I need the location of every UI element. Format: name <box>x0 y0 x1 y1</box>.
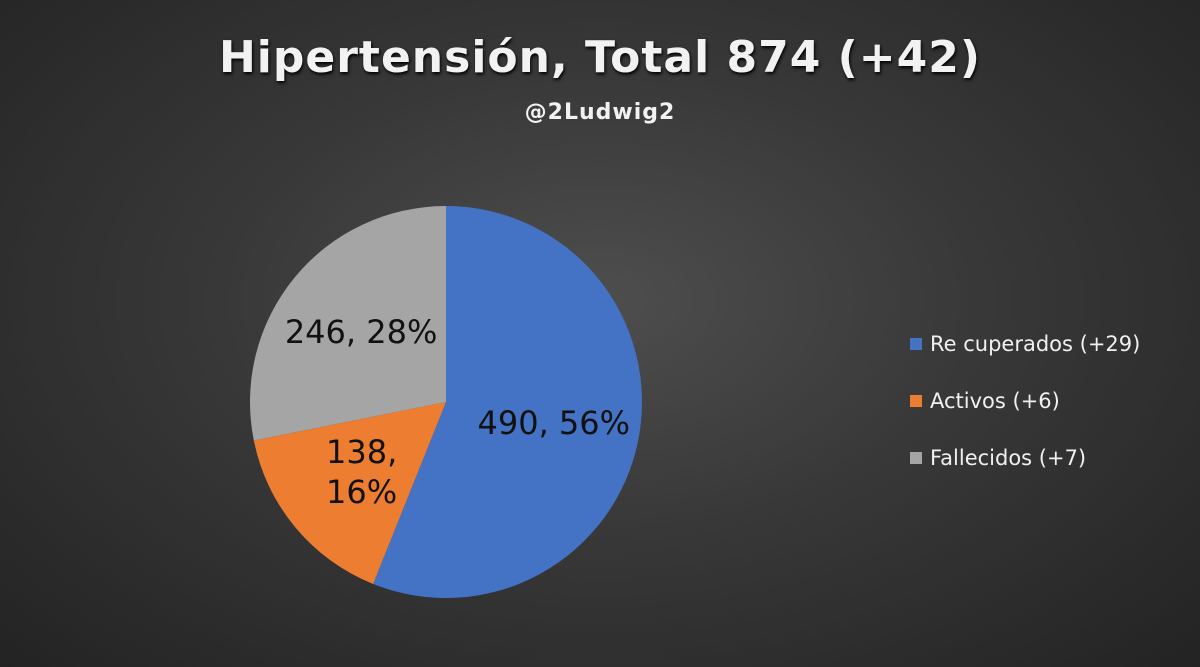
legend-item: Fallecidos (+7) <box>910 446 1086 470</box>
legend-swatch <box>910 338 922 350</box>
data-label: 246, 28% <box>284 313 438 352</box>
legend-label: Fallecidos (+7) <box>930 446 1087 470</box>
pie-slice <box>253 402 446 584</box>
legend-swatch <box>910 452 922 464</box>
data-label: 490, 56% <box>477 403 631 442</box>
legend-swatch <box>910 395 922 407</box>
legend-item: Re cuperados (+29) <box>910 332 1140 356</box>
pie-slice <box>373 206 642 598</box>
legend-item: Activos (+6) <box>910 389 1060 413</box>
pie-slice <box>250 206 446 441</box>
chart-title: Hipertensión, Total 874 (+42) <box>218 32 981 83</box>
legend-label: Re cuperados (+29) <box>930 332 1141 356</box>
data-label: 138, 16% <box>325 433 398 512</box>
chart-subtitle: @2Ludwig2 <box>524 100 676 125</box>
legend-label: Activos (+6) <box>930 389 1060 413</box>
